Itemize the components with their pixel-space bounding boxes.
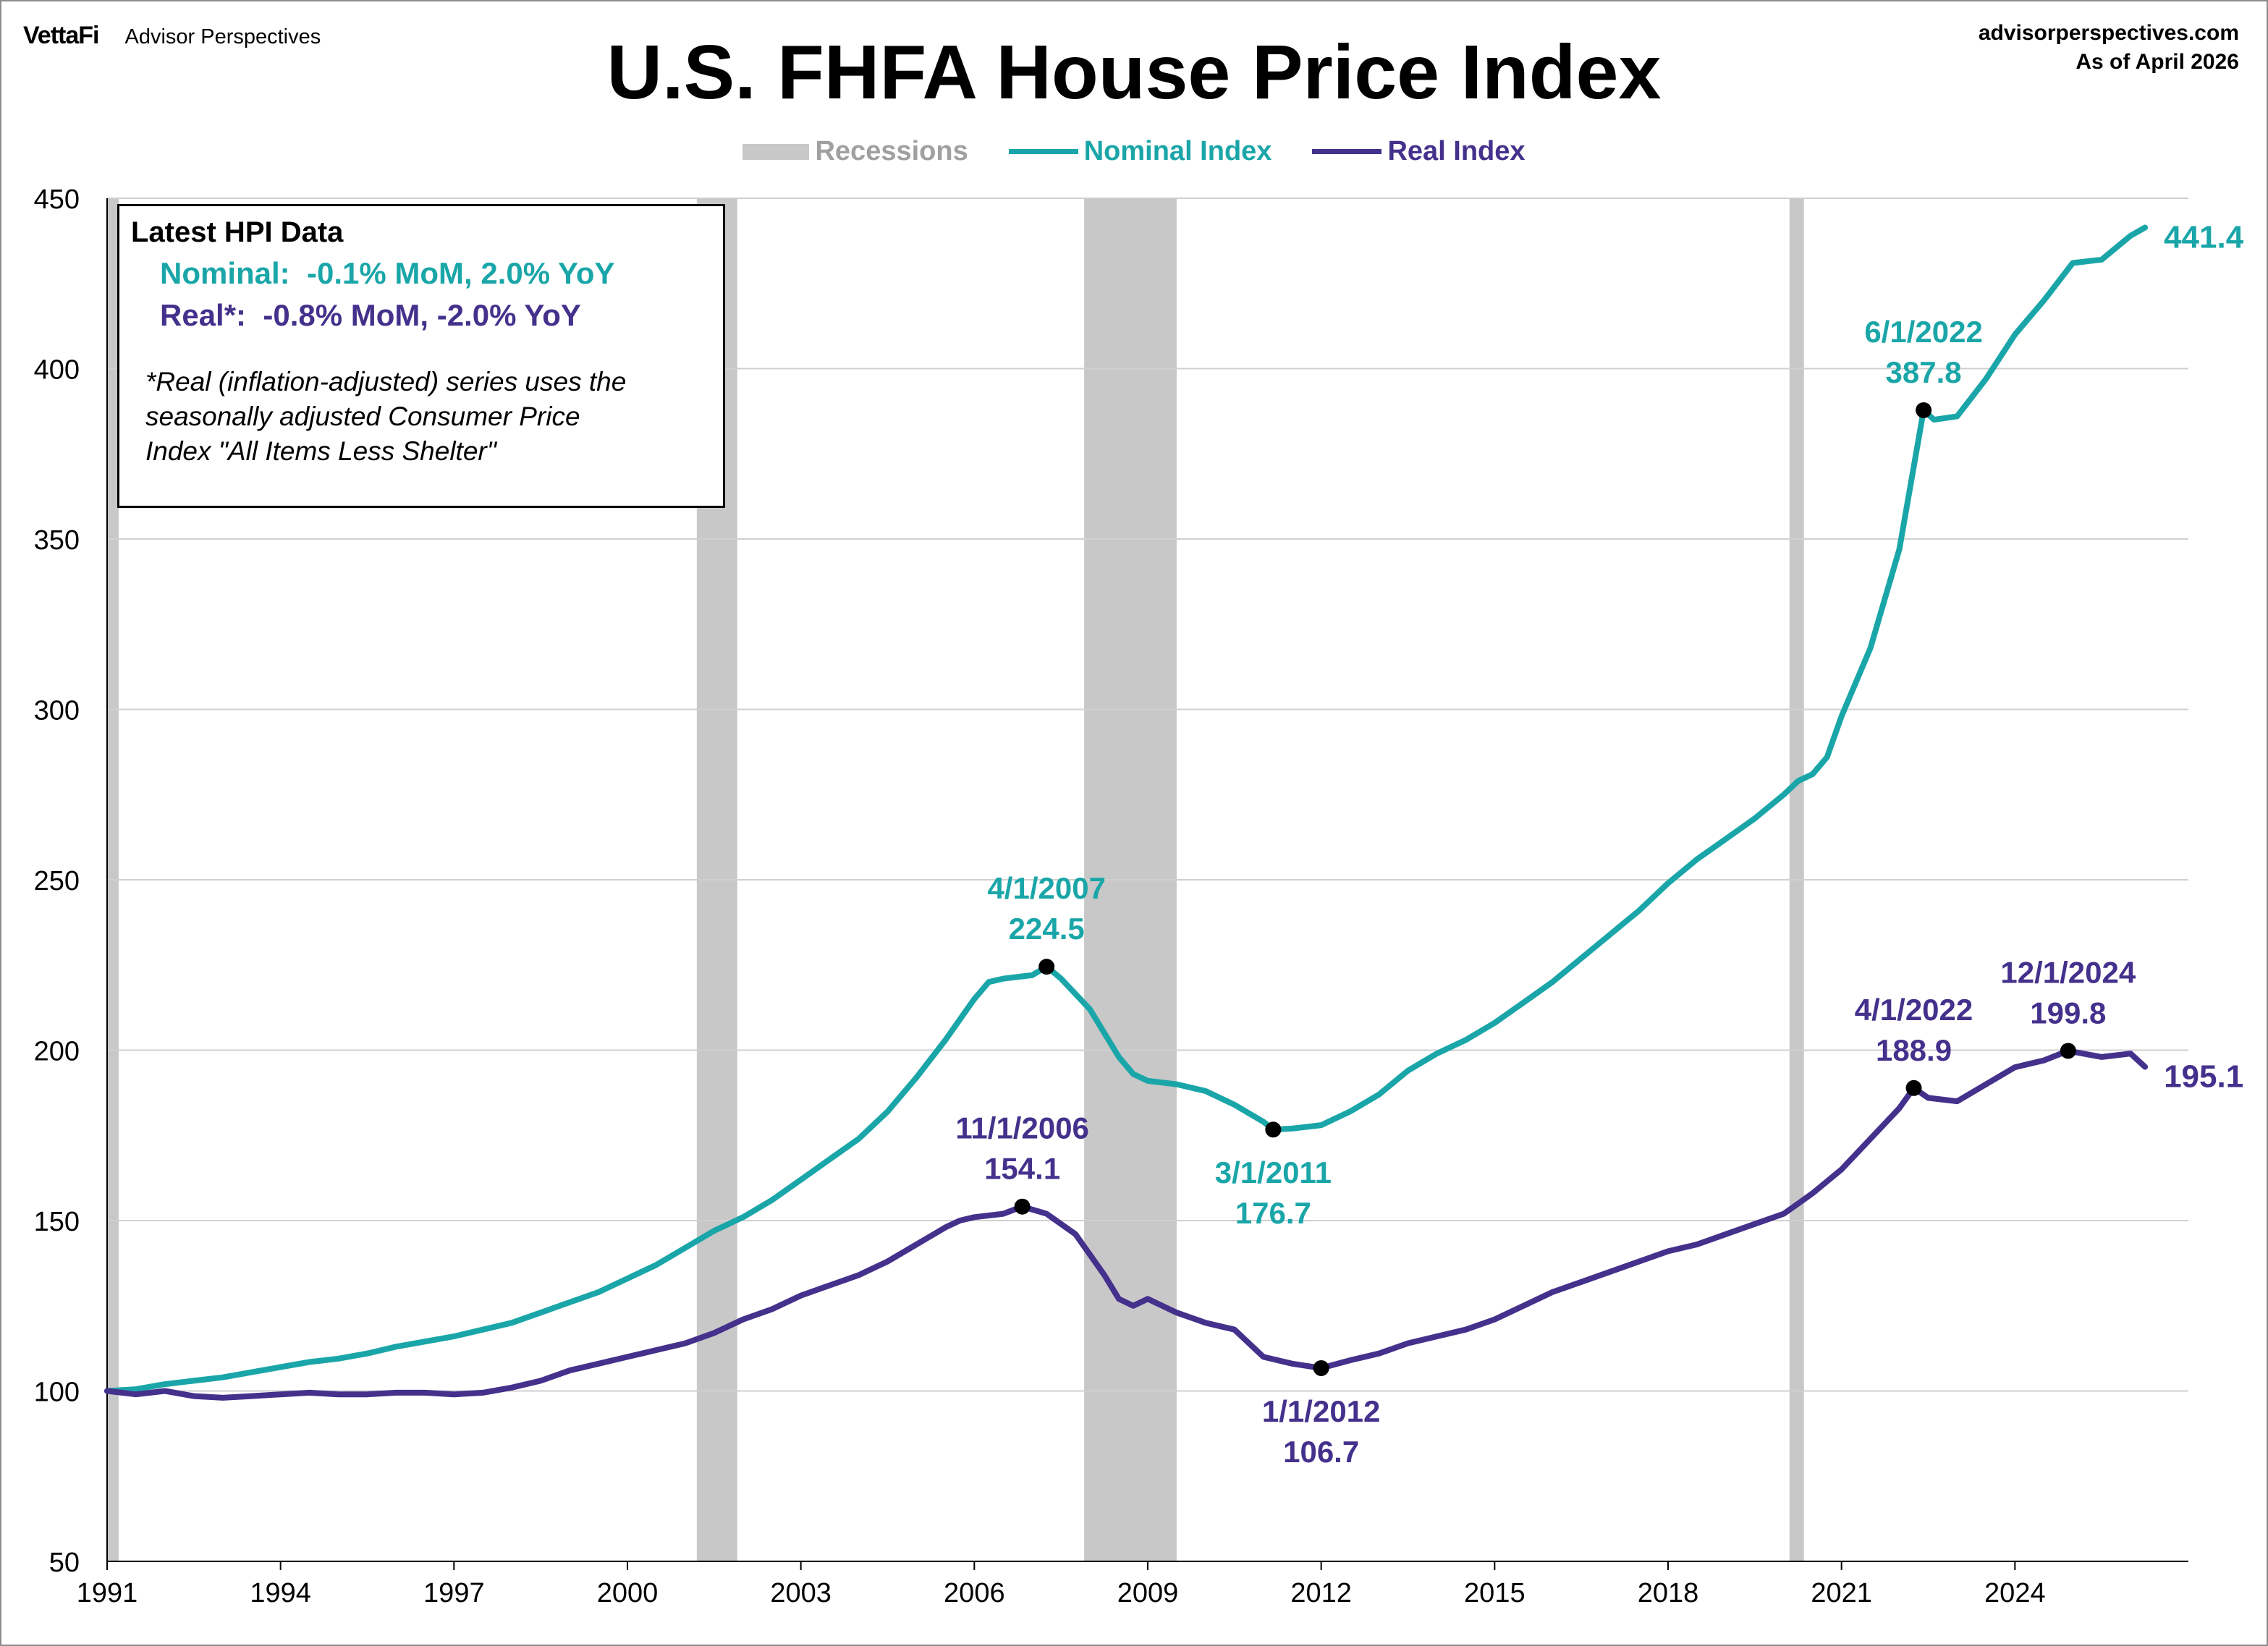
y-tick-label: 50: [49, 1548, 80, 1578]
annotation-date: 1/1/2012: [1262, 1394, 1381, 1428]
x-tick-label: 1997: [423, 1578, 485, 1608]
annotation-marker: [2060, 1043, 2076, 1059]
x-tick-label: 2009: [1117, 1578, 1179, 1608]
x-tick-label: 2015: [1464, 1578, 1526, 1608]
x-tick-label: 2006: [944, 1578, 1005, 1608]
annotation-date: 12/1/2024: [2000, 955, 2136, 989]
x-tick-label: 2003: [770, 1578, 832, 1608]
x-tick-label: 1994: [250, 1578, 311, 1608]
y-tick-label: 200: [34, 1037, 80, 1067]
annotation-value: 199.8: [2030, 996, 2106, 1030]
annotation-date: 11/1/2006: [955, 1111, 1089, 1145]
legend-recessions-swatch: [742, 143, 810, 160]
legend: Recessions Nominal Index Real Index: [0, 136, 2268, 167]
brand-name: Advisor Perspectives: [124, 25, 321, 48]
annotation-marker: [1265, 1121, 1282, 1138]
annotation-marker: [1313, 1359, 1329, 1376]
legend-real: Real Index: [1312, 136, 1526, 167]
y-tick-label: 150: [34, 1207, 80, 1237]
real-series-line: [104, 1048, 2149, 1401]
info-real: Real*: -0.8% MoM, -2.0% YoY: [160, 298, 581, 332]
brand: VettaFi Advisor Perspectives: [23, 22, 321, 50]
legend-recessions: Recessions: [742, 136, 968, 167]
x-tick-label: 1991: [77, 1578, 138, 1608]
latest-hpi-box: Latest HPI Data Nominal: -0.1% MoM, 2.0%…: [117, 204, 725, 508]
x-tick-label: 2000: [597, 1578, 659, 1608]
annotation-date: 3/1/2011: [1215, 1155, 1332, 1189]
x-tick-label: 2018: [1638, 1578, 1699, 1608]
axes: 50 100 150 200 250 300 350 400 450 1991 1994 1997 20…: [34, 184, 2188, 1608]
x-tick-label: 2012: [1290, 1578, 1352, 1608]
annotation-value: 224.5: [1009, 912, 1085, 946]
y-tick-label: 400: [34, 355, 80, 386]
annotation-value: 154.1: [984, 1152, 1060, 1186]
real-last-value-label: 195.1: [2164, 1059, 2243, 1095]
legend-nominal-line: [1008, 149, 1078, 154]
annotation-value: 176.7: [1235, 1196, 1311, 1230]
chart-title: U.S. FHFA House Price Index: [606, 30, 1662, 115]
annotation-date: 6/1/2022: [1864, 315, 1983, 349]
vettafi-logo: VettaFi: [23, 22, 99, 49]
y-tick-label: 300: [34, 696, 80, 726]
legend-real-line: [1312, 149, 1382, 154]
series-lines: [104, 224, 2149, 1401]
y-tick-label: 350: [34, 525, 80, 556]
legend-real-label: Real Index: [1387, 136, 1526, 166]
nominal-series-line: [104, 224, 2149, 1394]
y-tick-label: 100: [34, 1378, 80, 1408]
annotations: 441.4 195.1 4/1/2007 224.5 3/1/2011 176.7 6/1/…: [955, 220, 2243, 1469]
legend-nominal: Nominal Index: [1008, 136, 1272, 167]
site-url: advisorperspectives.com: [1978, 21, 2239, 45]
x-tick-label: 2024: [1984, 1578, 2046, 1608]
legend-recessions-label: Recessions: [815, 136, 968, 166]
annotation-marker: [1014, 1198, 1031, 1215]
annotation-value: 188.9: [1876, 1033, 1952, 1067]
info-title: Latest HPI Data: [131, 216, 344, 248]
annotation-marker: [1905, 1079, 1922, 1096]
x-tick-label: 2021: [1811, 1578, 1872, 1608]
info-nominal: Nominal: -0.1% MoM, 2.0% YoY: [160, 256, 615, 290]
info-note: *Real (inflation-adjusted) series uses t…: [145, 367, 627, 466]
y-tick-label: 450: [34, 184, 80, 215]
annotation-value: 387.8: [1886, 355, 1962, 389]
as-of-date: As of April 2026: [2076, 50, 2239, 74]
annotation-marker: [1916, 402, 1932, 418]
annotation-date: 4/1/2022: [1855, 993, 1973, 1027]
annotation-marker: [1038, 959, 1055, 975]
source-info: advisorperspectives.com As of April 2026: [1979, 19, 2239, 77]
legend-nominal-label: Nominal Index: [1083, 136, 1272, 166]
annotation-value: 106.7: [1283, 1435, 1359, 1469]
nominal-last-value-label: 441.4: [2164, 220, 2244, 255]
annotation-date: 4/1/2007: [987, 871, 1106, 905]
y-tick-label: 250: [34, 866, 80, 896]
